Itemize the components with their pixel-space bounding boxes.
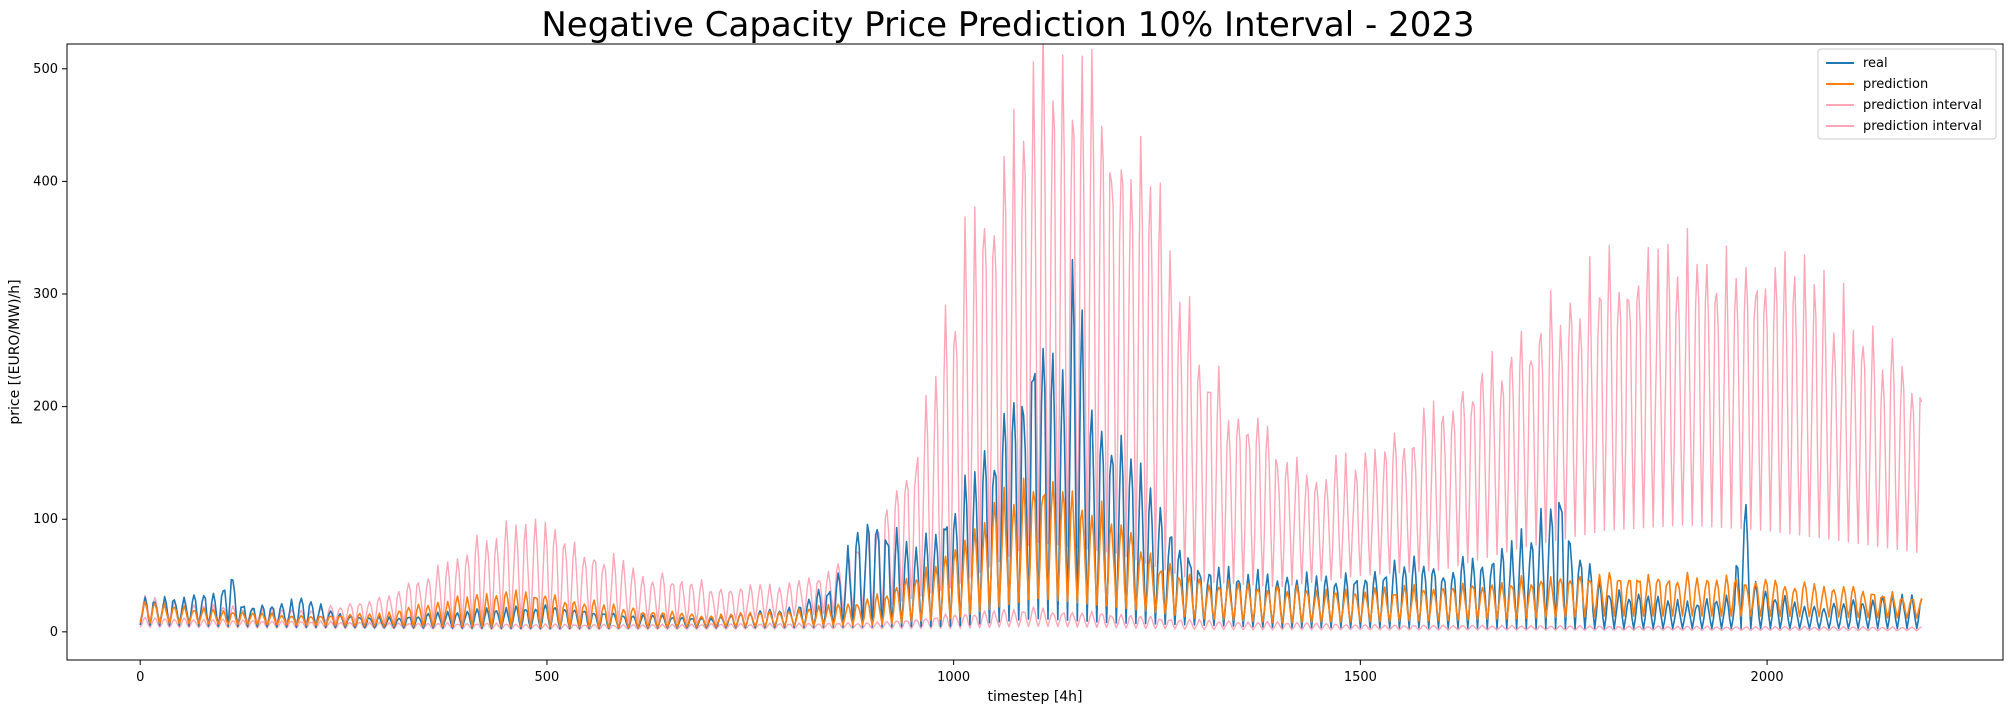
y-tick-label: 0 <box>50 625 58 640</box>
legend: real prediction prediction interval predict… <box>1817 48 1997 140</box>
legend-label: prediction interval <box>1863 98 1982 113</box>
interval-upper-line <box>139 44 1923 624</box>
y-tick-label: 300 <box>33 287 58 302</box>
x-axis-label: timestep [4h] <box>987 689 1082 705</box>
x-tick-label: 2000 <box>1751 670 1784 685</box>
x-tick-label: 0 <box>136 670 144 685</box>
y-tick-label: 500 <box>33 62 58 77</box>
prediction-line <box>139 477 1923 629</box>
y-tick-label: 100 <box>33 512 58 527</box>
legend-label: prediction interval <box>1863 119 1982 134</box>
y-tick-label: 200 <box>33 400 58 415</box>
y-axis-label: price [(EURO/MW)/h] <box>7 279 23 424</box>
legend-label: prediction <box>1863 77 1928 92</box>
chart-title: Negative Capacity Price Prediction 10% I… <box>541 5 1474 45</box>
x-tick-label: 1500 <box>1344 670 1377 685</box>
interval-lower-line <box>139 606 1922 632</box>
x-tick-label: 1000 <box>937 670 970 685</box>
legend-box <box>1817 48 1997 140</box>
plot-frame <box>66 43 2004 661</box>
real-line <box>139 258 1923 630</box>
x-tick-label: 500 <box>535 670 560 685</box>
legend-label: real <box>1863 56 1888 71</box>
y-tick-label: 400 <box>33 174 58 189</box>
